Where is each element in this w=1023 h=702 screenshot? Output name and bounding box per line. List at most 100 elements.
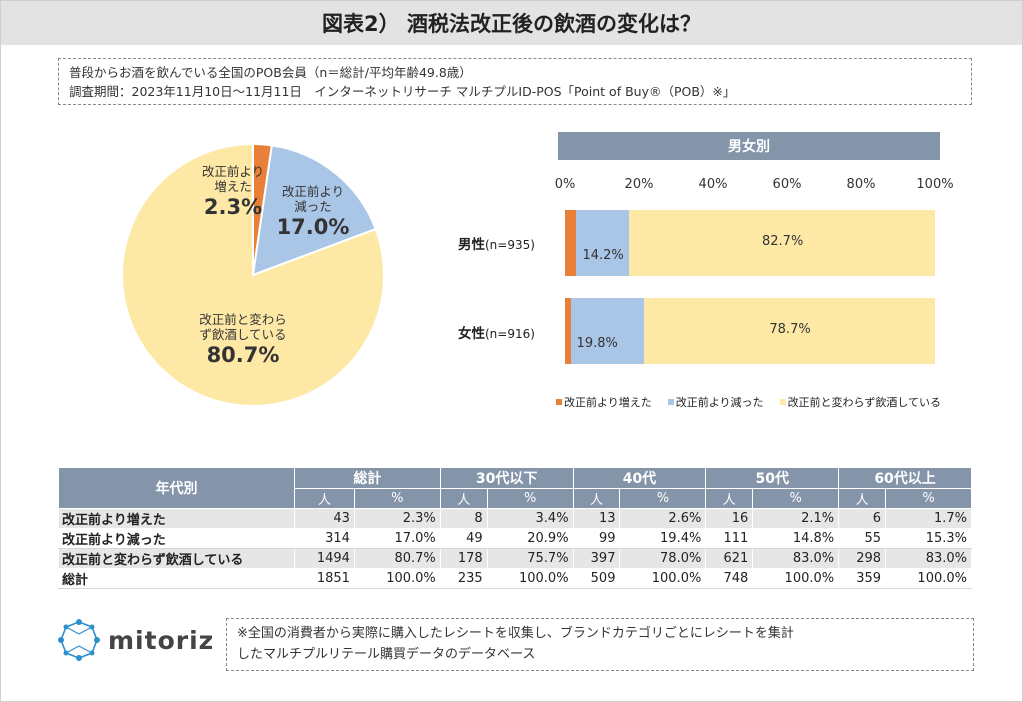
pie-label-decreased: 改正前より 減った 17.0% [258, 184, 368, 240]
table-cell-pct: 83.0% [752, 548, 840, 569]
legend-item-increased: 改正前より増えた [556, 394, 652, 410]
x-tick-20: 20% [624, 177, 654, 192]
table-row-label: 改正前と変わらず飲酒している [58, 548, 295, 569]
table-cell-pct: 100.0% [486, 568, 574, 589]
table-row: 改正前より増えた 43 2.3% 8 3.4% 13 2.6% 16 2.1% 6 1.7% [58, 508, 972, 529]
table-cell-count: 178 [439, 548, 488, 569]
pie-label-same-line-2: ず飲酒している [199, 327, 287, 342]
table-row: 改正前より減った 314 17.0% 49 20.9% 99 19.4% 111 14.8% 55… [58, 528, 972, 549]
bar-segment-same-male [629, 210, 935, 276]
table-cell-count: 359 [838, 568, 887, 589]
table-subheader-count: 人 [439, 488, 488, 509]
pie-slice-decreased [251, 144, 377, 277]
legend-item-decreased: 改正前より減った [667, 394, 764, 410]
bar-label-male-n: (n=935) [485, 238, 535, 252]
bar-label-male: 男性(n=935) [458, 233, 535, 253]
table-cell-pct: 3.4% [486, 508, 574, 529]
table-cell-count: 16 [705, 508, 754, 529]
table-cell-count: 1851 [294, 568, 355, 589]
footnote-line-2: したマルチプルリテール購買データのデータベース [237, 647, 536, 662]
table-cell-count: 509 [572, 568, 621, 589]
bar-value-label: 78.7% [769, 322, 811, 337]
table-cell-count: 43 [294, 508, 355, 529]
footnote-line-1: ※全国の消費者から実際に購入したレシートを収集し、ブランドカテゴリごとにレシート… [237, 626, 794, 641]
table-cell-pct: 17.0% [353, 528, 441, 549]
table-cell-count: 13 [572, 508, 621, 529]
pie-label-decreased-line-2: 減った [294, 199, 332, 214]
pie-label-increased-line-1: 改正前より [201, 164, 265, 179]
age-table: 年代別 総計 30代以下 40代 50代 60代以上 人 % 人 % 人 % 人… [58, 467, 972, 589]
x-tick-60: 60% [772, 177, 802, 192]
bar-value-label: 14.2% [582, 248, 624, 263]
table-cell-pct: 83.0% [885, 548, 972, 569]
table-subheader-count: 人 [838, 488, 887, 509]
table-cell-count: 111 [705, 528, 754, 549]
survey-info-line-1: 普段からお酒を飲んでいる全国のPOB会員（n＝総計/平均年齢49.8歳） [69, 65, 472, 80]
legend-label-decreased: 改正前より減った [675, 396, 764, 409]
table-cell-count: 621 [705, 548, 754, 569]
pie-label-same-line-1: 改正前と変わら [199, 312, 287, 327]
bar-segment-same-female [643, 298, 935, 364]
table-cell-pct: 78.0% [619, 548, 707, 569]
legend-swatch-decreased [667, 399, 674, 405]
footnote-box: ※全国の消費者から実際に購入したレシートを収集し、ブランドカテゴリごとにレシート… [226, 618, 974, 671]
table-cell-pct: 100.0% [885, 568, 972, 589]
pie-label-decreased-pct: 17.0% [276, 215, 350, 239]
x-tick-0: 0% [554, 177, 576, 192]
table-cell-count: 8 [439, 508, 488, 529]
bar-segment-increased-female [565, 298, 571, 364]
x-tick-40: 40% [698, 177, 728, 192]
table-cell-pct: 14.8% [752, 528, 840, 549]
bar-label-female-n: (n=916) [485, 327, 535, 341]
table-cell-pct: 100.0% [619, 568, 707, 589]
table-row-label: 総計 [58, 568, 295, 589]
pie-label-increased-pct: 2.3% [203, 195, 263, 219]
pie-label-same: 改正前と変わら ず飲酒している 80.7% [178, 312, 308, 368]
bar-value-label: 19.8% [576, 336, 618, 351]
pie-chart-svg [121, 142, 385, 407]
mitoriz-logo-text: mitoriz [108, 625, 215, 655]
bar-legend: 改正前より増えた 改正前より減った 改正前と変わらず飲酒している [556, 394, 941, 410]
table-cell-pct: 80.7% [353, 548, 441, 569]
table-subheader-pct: % [353, 488, 441, 509]
bar-value-label: 82.7% [762, 234, 804, 249]
table-subheader-count: 人 [572, 488, 621, 509]
table-row: 総計 1851 100.0% 235 100.0% 509 100.0% 748 100.0% 3… [58, 568, 972, 589]
bar-chart-title: 男女別 [558, 132, 940, 160]
pie-label-same-pct: 80.7% [206, 343, 280, 367]
mitoriz-logo-icon [58, 619, 100, 661]
table-group-header: 総計 [294, 467, 441, 489]
table-cell-count: 397 [572, 548, 621, 569]
table-row: 改正前と変わらず飲酒している 1494 80.7% 178 75.7% 397 78.0% 6… [58, 548, 972, 569]
table-cell-pct: 100.0% [353, 568, 441, 589]
table-cell-pct: 2.6% [619, 508, 707, 529]
bar-label-female-name: 女性 [458, 326, 485, 342]
table-subheader-pct: % [486, 488, 574, 509]
table-subheader-count: 人 [294, 488, 355, 509]
table-subheader-pct: % [752, 488, 840, 509]
pie-slice-same [121, 142, 385, 407]
bar-label-male-name: 男性 [458, 237, 485, 253]
pie-label-decreased-line-1: 改正前より [281, 184, 345, 199]
table-group-header: 40代 [572, 467, 707, 489]
pie-label-increased: 改正前より 増えた 2.3% [178, 164, 288, 220]
table-subheader-pct: % [619, 488, 707, 509]
table-cell-pct: 15.3% [885, 528, 972, 549]
table-cell-count: 6 [838, 508, 887, 529]
pie-label-increased-line-2: 増えた [214, 179, 252, 194]
table-cell-count: 298 [838, 548, 887, 569]
bar-segment-decreased-male [576, 210, 629, 276]
table-cell-pct: 2.1% [752, 508, 840, 529]
table-subheader-count: 人 [705, 488, 754, 509]
table-group-header: 60代以上 [838, 467, 972, 489]
legend-label-increased: 改正前より増えた [564, 396, 652, 409]
table-cell-pct: 1.7% [885, 508, 972, 529]
table-cell-count: 1494 [294, 548, 355, 569]
table-cell-count: 99 [572, 528, 621, 549]
page-title: 図表2） 酒税法改正後の飲酒の変化は？ [1, 1, 1022, 45]
legend-label-same: 改正前と変わらず飲酒している [787, 396, 942, 409]
table-cell-pct: 19.4% [619, 528, 707, 549]
table-cell-pct: 20.9% [486, 528, 574, 549]
x-tick-80: 80% [846, 177, 876, 192]
bar-label-female: 女性(n=916) [458, 322, 535, 342]
